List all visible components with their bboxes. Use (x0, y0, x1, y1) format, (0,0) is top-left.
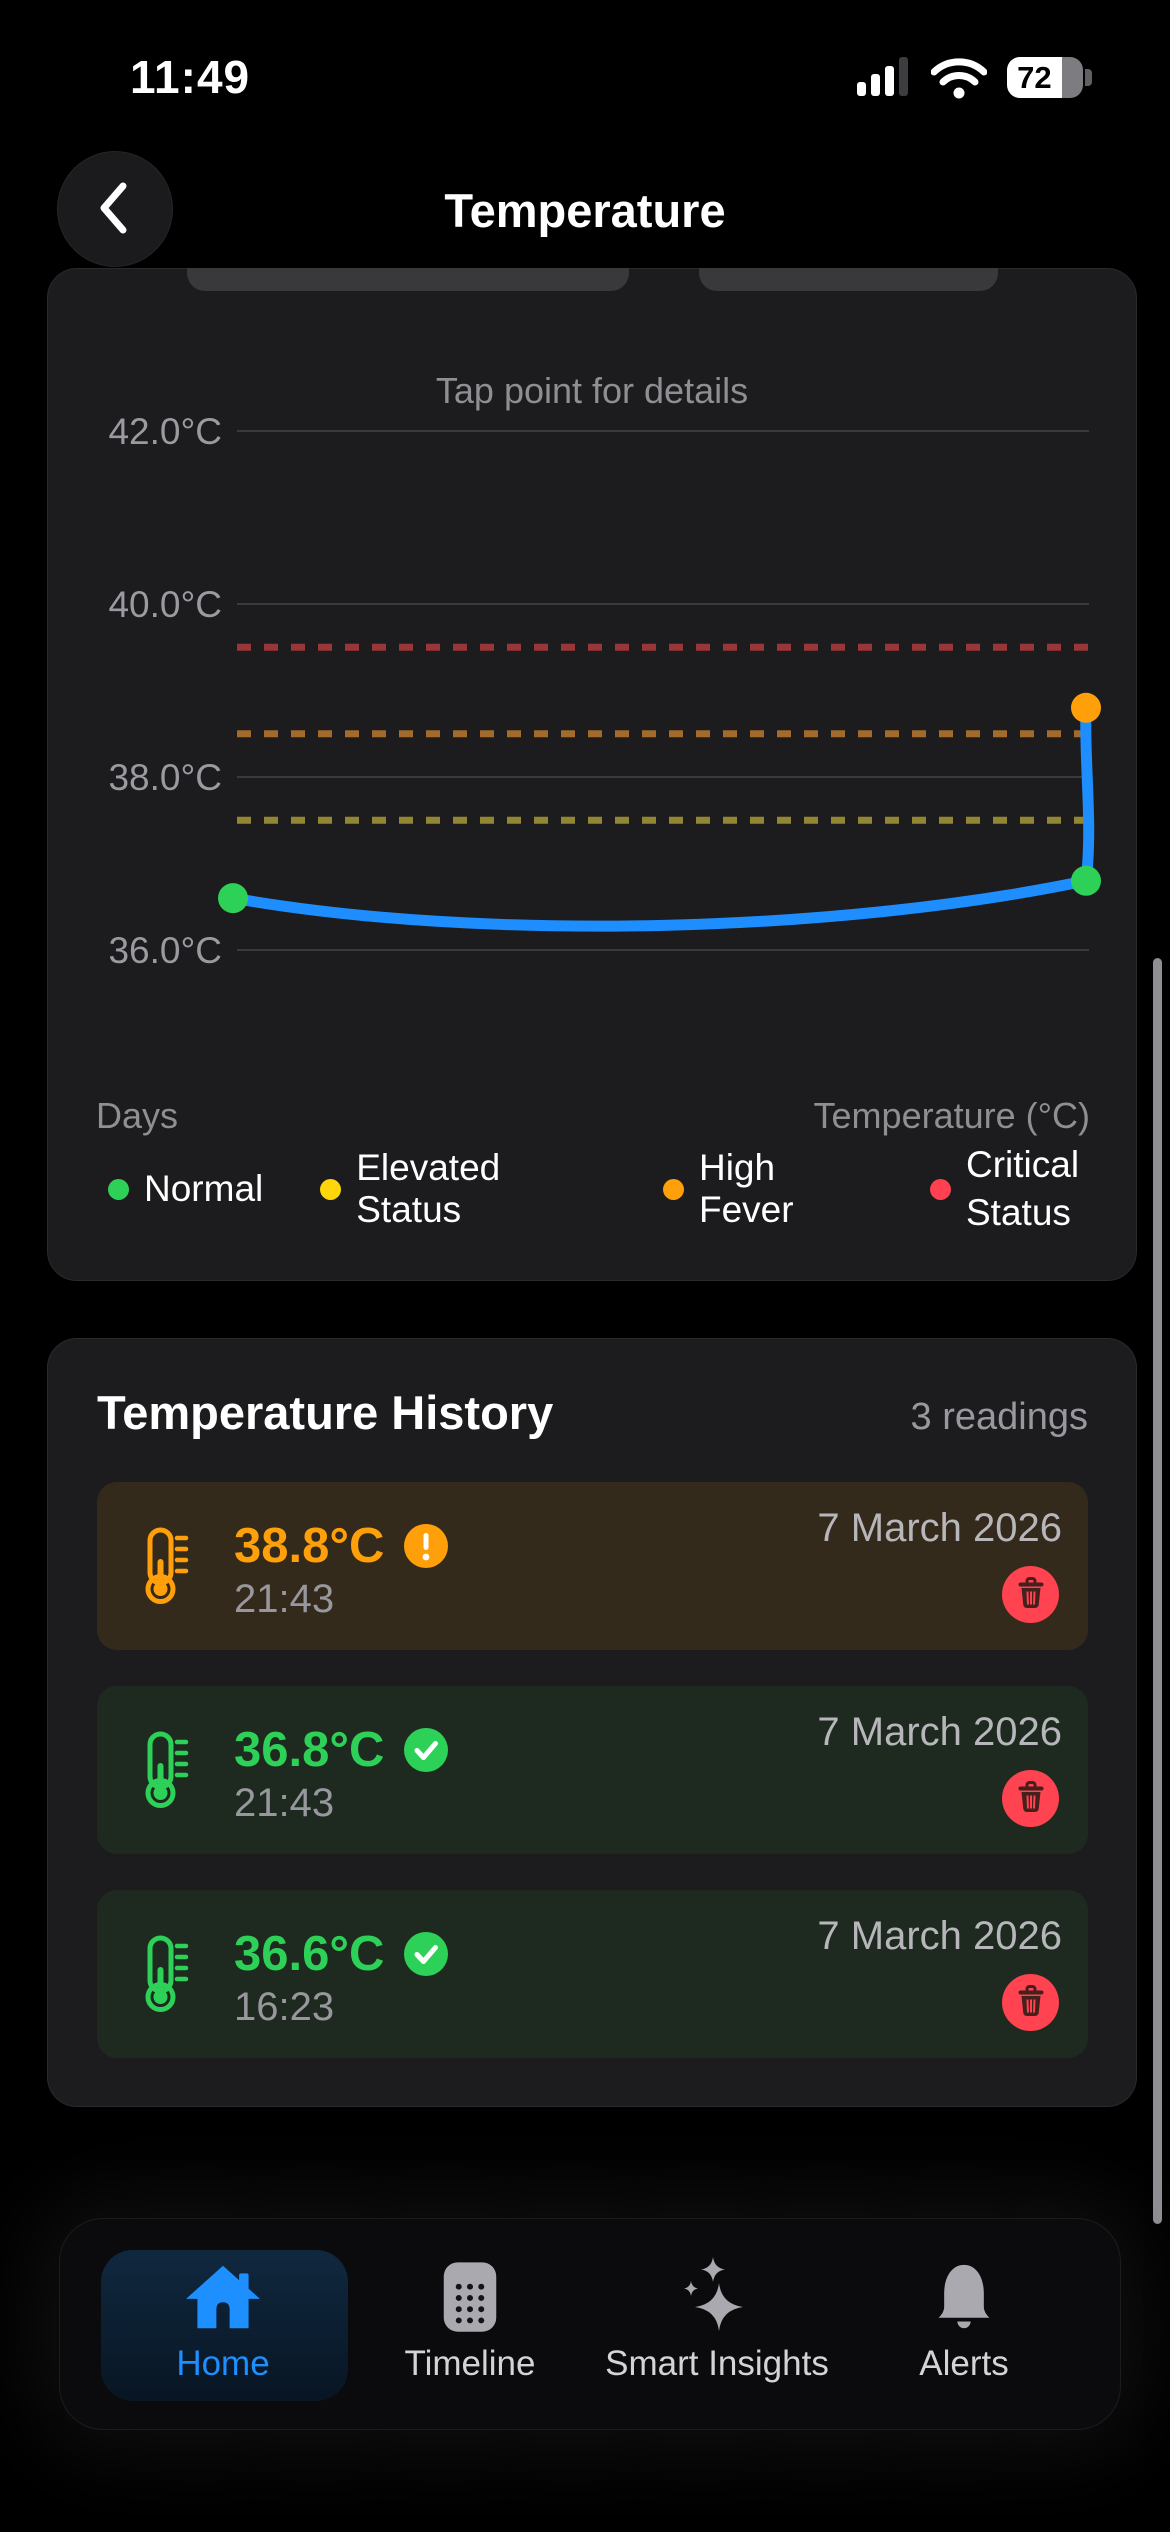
delete-reading-button[interactable] (1002, 1770, 1059, 1827)
cutoff-segment-button-left[interactable] (187, 268, 629, 291)
reading-row[interactable]: 36.8°C 21:43 7 March 2026 (97, 1686, 1088, 1854)
chevron-left-icon (95, 179, 135, 240)
trash-icon (1016, 1780, 1046, 1817)
scrollbar-thumb[interactable] (1153, 958, 1162, 2224)
x-axis-label: Days (96, 1095, 179, 1136)
home-icon (183, 2258, 263, 2336)
reading-row[interactable]: 36.6°C 16:23 7 March 2026 (97, 1890, 1088, 2058)
temperature-value: 38.8°C (234, 1519, 385, 1573)
legend-label: Critical Status (966, 1143, 1080, 1233)
temperature-value: 36.6°C (234, 1927, 385, 1981)
chart-legend: Normal Elevated Status High Fever Critic… (108, 1141, 1106, 1237)
tab-label: Alerts (919, 2344, 1009, 2383)
legend-label: Elevated Status (356, 1147, 501, 1230)
delete-reading-button[interactable] (1002, 1566, 1059, 1623)
status-time: 11:49 (130, 51, 251, 103)
thermometer-icon (143, 1526, 189, 1611)
reading-time: 21:43 (234, 1781, 335, 1825)
thermometer-icon (143, 1730, 189, 1815)
trash-icon (1016, 1984, 1046, 2021)
tab-label: Timeline (404, 2344, 536, 2383)
legend-label: Normal (144, 1168, 264, 1209)
tab-label: Home (176, 2344, 270, 2383)
timeline-icon (440, 2258, 500, 2336)
reading-date: 7 March 2026 (817, 1710, 1062, 1754)
thermometer-icon (143, 1934, 189, 2019)
reading-time: 21:43 (234, 1577, 335, 1621)
battery-percent: 72 (1007, 57, 1062, 98)
temperature-history-card: Temperature History 3 readings 38.8°C (47, 1338, 1137, 2107)
reading-date: 7 March 2026 (817, 1506, 1062, 1550)
wifi-icon (930, 57, 988, 104)
back-button[interactable] (57, 151, 173, 267)
legend-dot-elevated (320, 1178, 342, 1200)
y-axis-label: Temperature (°C) (813, 1095, 1090, 1136)
bottom-tab-bar: Home Timeline Smart Insights (59, 2218, 1121, 2430)
history-list: 38.8°C 21:43 7 March 2026 (97, 1482, 1088, 2058)
legend-label: High Fever (698, 1147, 794, 1230)
cutoff-segment-button-right[interactable] (699, 268, 998, 291)
delete-reading-button[interactable] (1002, 1974, 1059, 2031)
chart-card: Tap point for details Days Temperature (… (47, 268, 1137, 1281)
legend-item-high-fever: High Fever (662, 1147, 873, 1231)
reading-time: 16:23 (234, 1985, 335, 2029)
chart-hint: Tap point for details (435, 370, 749, 411)
reading-row[interactable]: 38.8°C 21:43 7 March 2026 (97, 1482, 1088, 1650)
legend-dot-normal (108, 1178, 129, 1200)
history-title: Temperature History (97, 1386, 554, 1439)
sparkles-icon (679, 2257, 755, 2336)
battery-nub (1085, 69, 1092, 86)
check-circle-icon (404, 1728, 449, 1772)
history-count-badge: 3 readings (910, 1396, 1088, 1438)
temperature-value: 36.8°C (234, 1723, 385, 1777)
legend-item-critical: Critical Status (930, 1141, 1106, 1237)
check-circle-icon (404, 1932, 449, 1976)
tab-home[interactable]: Home (103, 2250, 343, 2401)
page-title: Temperature (444, 184, 726, 237)
tab-alerts[interactable]: Alerts (844, 2250, 1084, 2401)
reading-date: 7 March 2026 (817, 1914, 1062, 1958)
bell-icon (930, 2258, 998, 2336)
legend-item-normal: Normal (108, 1168, 263, 1210)
tab-timeline[interactable]: Timeline (350, 2250, 590, 2401)
tab-label: Smart Insights (605, 2344, 829, 2383)
tab-smart-insights[interactable]: Smart Insights (597, 2250, 837, 2401)
trash-icon (1016, 1576, 1046, 1613)
legend-dot-critical (930, 1178, 951, 1200)
battery-icon: 72 (1007, 57, 1083, 98)
warning-icon (404, 1524, 449, 1568)
legend-dot-high-fever (662, 1178, 684, 1200)
legend-item-elevated: Elevated Status (320, 1147, 606, 1231)
cellular-signal-icon (857, 57, 917, 96)
